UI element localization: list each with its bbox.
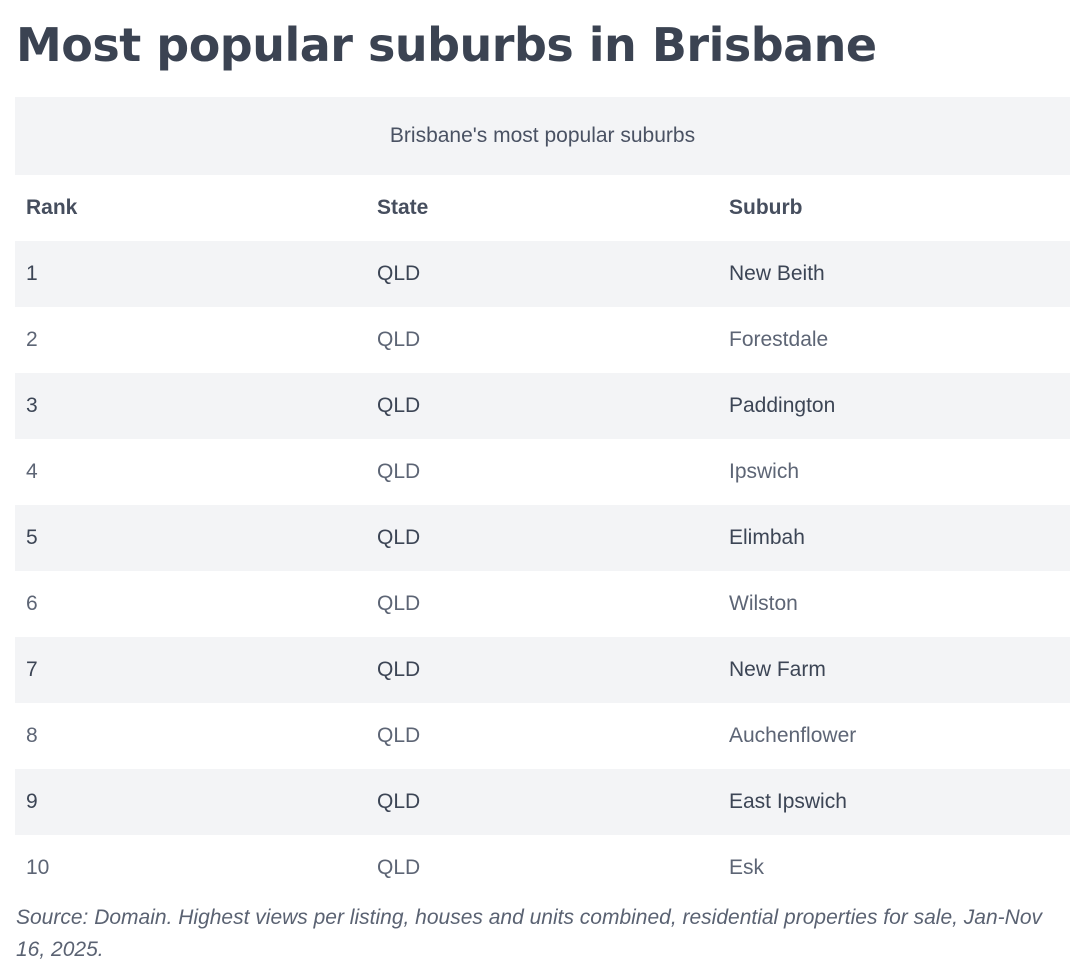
source-note: Source: Domain. Highest views per listin… xyxy=(16,906,1043,961)
cell-suburb: New Farm xyxy=(729,658,826,681)
column-header-state: State xyxy=(377,196,429,219)
cell-state: QLD xyxy=(377,394,421,417)
cell-state: QLD xyxy=(377,790,421,813)
cell-rank: 1 xyxy=(26,262,38,285)
table-row: 3 QLD Paddington xyxy=(15,373,1070,439)
cell-state: QLD xyxy=(377,262,421,285)
suburbs-table: Brisbane's most popular suburbs Rank Sta… xyxy=(15,97,1070,901)
table-row: 8 QLD Auchenflower xyxy=(15,703,1070,769)
cell-suburb: Ipswich xyxy=(729,460,800,483)
page-title: Most popular suburbs in Brisbane xyxy=(16,18,877,72)
cell-suburb: Auchenflower xyxy=(729,724,857,747)
cell-rank: 3 xyxy=(26,394,38,417)
cell-state: QLD xyxy=(377,328,421,351)
table-row: 4 QLD Ipswich xyxy=(15,439,1070,505)
cell-suburb: Forestdale xyxy=(729,328,829,351)
cell-rank: 9 xyxy=(26,790,38,813)
table-caption: Brisbane's most popular suburbs xyxy=(15,97,1070,175)
cell-rank: 2 xyxy=(26,328,38,351)
cell-suburb: Paddington xyxy=(729,394,836,417)
cell-suburb: Esk xyxy=(729,856,765,879)
table-row: 5 QLD Elimbah xyxy=(15,505,1070,571)
table-row: 10 QLD Esk xyxy=(15,835,1070,901)
table-row: 1 QLD New Beith xyxy=(15,241,1070,307)
cell-suburb: East Ipswich xyxy=(729,790,847,813)
cell-state: QLD xyxy=(377,526,421,549)
cell-state: QLD xyxy=(377,460,421,483)
table-row: 2 QLD Forestdale xyxy=(15,307,1070,373)
cell-state: QLD xyxy=(377,724,421,747)
table-header-row: Rank State Suburb xyxy=(15,175,1070,241)
cell-rank: 8 xyxy=(26,724,38,747)
column-header-rank: Rank xyxy=(26,196,78,219)
table-row: 7 QLD New Farm xyxy=(15,637,1070,703)
cell-rank: 10 xyxy=(26,856,50,879)
column-header-suburb: Suburb xyxy=(729,196,803,219)
cell-rank: 5 xyxy=(26,526,38,549)
cell-suburb: Wilston xyxy=(729,592,798,615)
cell-suburb: Elimbah xyxy=(729,526,805,549)
cell-rank: 4 xyxy=(26,460,38,483)
table-row: 9 QLD East Ipswich xyxy=(15,769,1070,835)
table-row: 6 QLD Wilston xyxy=(15,571,1070,637)
cell-state: QLD xyxy=(377,592,421,615)
cell-rank: 6 xyxy=(26,592,38,615)
cell-suburb: New Beith xyxy=(729,262,825,285)
cell-state: QLD xyxy=(377,658,421,681)
cell-state: QLD xyxy=(377,856,421,879)
cell-rank: 7 xyxy=(26,658,38,681)
